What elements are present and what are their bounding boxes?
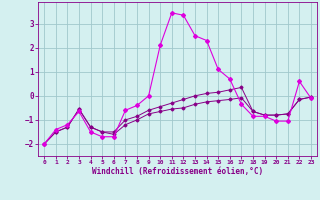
X-axis label: Windchill (Refroidissement éolien,°C): Windchill (Refroidissement éolien,°C) [92, 167, 263, 176]
